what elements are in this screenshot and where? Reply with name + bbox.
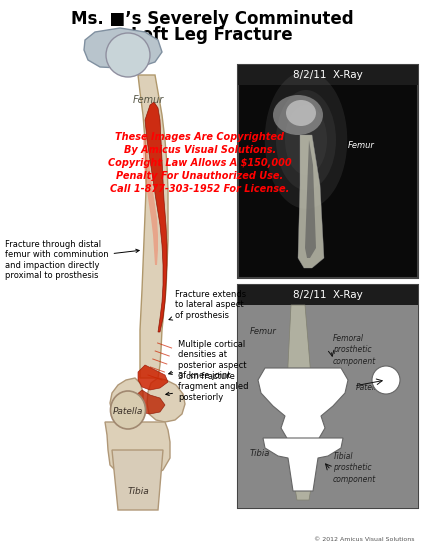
Polygon shape <box>263 438 343 491</box>
Text: These Images Are Copyrighted: These Images Are Copyrighted <box>116 132 284 142</box>
Polygon shape <box>112 450 163 510</box>
Text: Copyright Law Allows A $150,000: Copyright Law Allows A $150,000 <box>108 158 292 168</box>
Text: Fracture extends
to lateral aspect
of prosthesis: Fracture extends to lateral aspect of pr… <box>169 290 246 320</box>
Polygon shape <box>138 75 168 378</box>
Ellipse shape <box>276 90 336 190</box>
Text: Multiple cortical
densities at
posterior aspect
of knee joint: Multiple cortical densities at posterior… <box>169 340 246 380</box>
Ellipse shape <box>285 105 327 175</box>
Circle shape <box>372 366 400 394</box>
Ellipse shape <box>273 95 323 135</box>
Text: Fracture through distal
femur with comminution
and impaction directly
proximal t: Fracture through distal femur with commi… <box>5 240 139 280</box>
Text: Femoral
prosthetic
component: Femoral prosthetic component <box>333 334 376 366</box>
Text: Ms. ■’s Severely Comminuted: Ms. ■’s Severely Comminuted <box>71 10 353 28</box>
Text: Tibial
prosthetic
component: Tibial prosthetic component <box>333 453 376 483</box>
Polygon shape <box>288 305 312 420</box>
Text: Patella: Patella <box>113 408 143 416</box>
Polygon shape <box>134 390 165 414</box>
Text: Patella: Patella <box>356 383 382 393</box>
Polygon shape <box>295 488 311 500</box>
Text: Femur: Femur <box>250 327 277 336</box>
Text: Tibia: Tibia <box>250 448 270 458</box>
Polygon shape <box>145 102 167 332</box>
Ellipse shape <box>265 72 347 209</box>
Polygon shape <box>147 378 185 422</box>
Polygon shape <box>258 368 348 446</box>
Polygon shape <box>143 135 158 265</box>
Text: 3 cm fracture
fragment angled
posteriorly: 3 cm fracture fragment angled posteriorl… <box>166 372 249 402</box>
Polygon shape <box>110 378 143 420</box>
Bar <box>238 285 418 305</box>
Ellipse shape <box>286 100 316 126</box>
Polygon shape <box>105 422 170 480</box>
Text: © 2012 Amicus Visual Solutions: © 2012 Amicus Visual Solutions <box>314 537 415 542</box>
Bar <box>238 285 418 508</box>
Text: 8/2/11  X-Ray: 8/2/11 X-Ray <box>293 70 363 80</box>
Bar <box>238 305 418 508</box>
Text: Call 1-877-303-1952 For License.: Call 1-877-303-1952 For License. <box>110 184 290 194</box>
Polygon shape <box>298 135 324 268</box>
Bar <box>238 65 418 85</box>
Text: By Amicus Visual Solutions.: By Amicus Visual Solutions. <box>124 145 276 155</box>
Circle shape <box>106 33 150 77</box>
Ellipse shape <box>110 391 145 429</box>
Text: 8/2/11  X-Ray: 8/2/11 X-Ray <box>293 290 363 300</box>
Text: Tibia: Tibia <box>127 487 149 497</box>
Text: Femur: Femur <box>348 140 375 150</box>
Polygon shape <box>84 28 162 68</box>
Polygon shape <box>138 365 168 390</box>
Text: Left Leg Fracture: Left Leg Fracture <box>131 26 293 44</box>
Text: Penalty For Unauthorized Use.: Penalty For Unauthorized Use. <box>116 171 283 181</box>
Bar <box>238 65 418 278</box>
Polygon shape <box>305 140 316 258</box>
Text: Femur: Femur <box>133 95 164 105</box>
